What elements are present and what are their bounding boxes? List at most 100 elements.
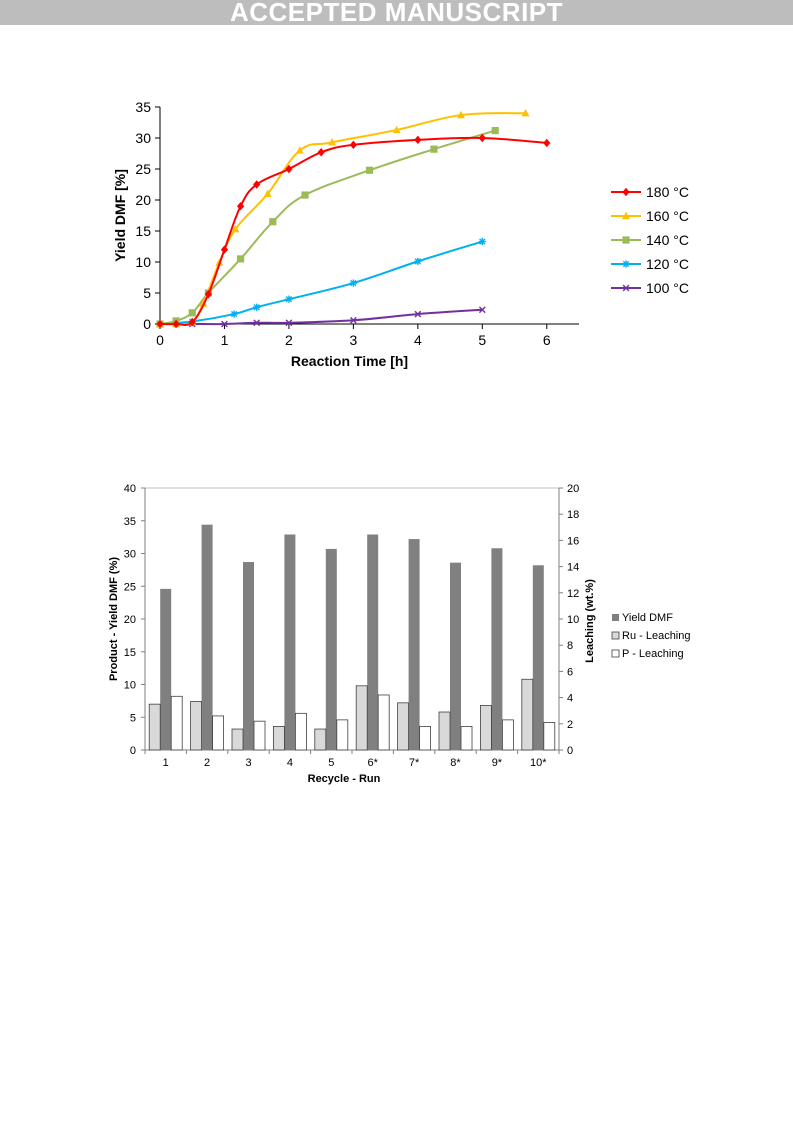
- x-tick-label: 1: [221, 332, 229, 348]
- x-tick-label: 5: [328, 757, 334, 769]
- bar: [397, 702, 410, 751]
- x-tick-label: 6*: [367, 757, 378, 769]
- data-point: [478, 237, 486, 246]
- bar: [294, 712, 307, 751]
- data-point: [285, 295, 293, 303]
- legend-swatch: [612, 614, 619, 621]
- data-point: [285, 319, 293, 327]
- series-0-group: [156, 133, 551, 329]
- data-point: [236, 202, 245, 211]
- bar: [284, 534, 296, 750]
- legend-label: 100 °C: [646, 280, 689, 296]
- bar: [501, 719, 514, 751]
- x-tick-label: 7*: [409, 757, 420, 769]
- y-tick-label: 25: [135, 161, 151, 177]
- series-line: [160, 308, 483, 326]
- legend-item: 120 °C: [611, 256, 689, 272]
- bar-series-2: [170, 694, 556, 751]
- data-point: [491, 126, 499, 135]
- y-axis-title: Product - Yield DMF (%): [108, 557, 120, 681]
- y-tick-label: 30: [135, 130, 151, 146]
- y2-tick-label: 18: [567, 509, 579, 521]
- data-point: [521, 109, 530, 117]
- data-point: [365, 166, 374, 174]
- y-tick-label: 5: [130, 712, 136, 724]
- data-point: [253, 303, 261, 311]
- legend-marker: [622, 211, 630, 220]
- y-tick-label: 0: [130, 745, 136, 757]
- bar: [243, 562, 254, 750]
- bar: [438, 711, 451, 751]
- bar: [479, 705, 492, 751]
- data-point: [414, 310, 422, 318]
- legend-label: 140 °C: [646, 232, 689, 248]
- y-tick-label: 10: [124, 680, 136, 692]
- y-tick-label: 15: [135, 223, 151, 239]
- header-banner: ACCEPTED MANUSCRIPT: [0, 0, 793, 27]
- data-point: [269, 218, 277, 226]
- bar: [336, 719, 349, 751]
- legend-swatch: [611, 631, 620, 640]
- data-point: [478, 306, 486, 314]
- banner-title: ACCEPTED MANUSCRIPT: [229, 0, 564, 27]
- data-point: [328, 138, 337, 146]
- bar: [253, 720, 266, 751]
- data-point: [295, 146, 304, 154]
- x-tick-label: 4: [287, 757, 293, 769]
- legend-label: Yield DMF: [622, 612, 673, 624]
- bar: [355, 685, 368, 751]
- y-axis-title: Yield DMF [%]: [112, 169, 128, 262]
- y2-tick-label: 4: [567, 693, 573, 705]
- x-tick-label: 10*: [530, 757, 547, 769]
- legend-item: P - Leaching: [611, 648, 684, 660]
- bar-series-1: [148, 678, 534, 751]
- x-tick-label: 1: [163, 757, 169, 769]
- y-tick-label: 25: [124, 581, 136, 593]
- data-point: [457, 110, 466, 119]
- x-tick-label: 9*: [492, 757, 503, 769]
- y-tick-label: 15: [124, 647, 136, 659]
- bar: [543, 722, 556, 751]
- bar: [325, 548, 337, 750]
- bar: [212, 715, 225, 751]
- legend-label: 180 °C: [646, 184, 689, 200]
- data-point: [478, 133, 486, 143]
- data-point: [204, 290, 212, 299]
- legend-item: 140 °C: [611, 232, 689, 248]
- x-tick-label: 2: [285, 332, 293, 348]
- bar: [521, 678, 534, 751]
- bar: [377, 694, 390, 751]
- legend-label: 120 °C: [646, 256, 689, 272]
- data-point: [253, 319, 261, 327]
- legend-item: 180 °C: [611, 184, 689, 200]
- y2-tick-label: 12: [567, 588, 579, 600]
- bar: [160, 588, 172, 750]
- x-tick-label: 3: [349, 332, 357, 348]
- y-tick-label: 35: [135, 99, 151, 115]
- data-point: [349, 279, 357, 287]
- x-axis-title: Recycle - Run: [308, 773, 381, 785]
- bar: [272, 726, 285, 751]
- y-tick-label: 20: [135, 192, 151, 208]
- data-point: [301, 191, 309, 199]
- data-point: [253, 180, 261, 189]
- legend-label: 160 °C: [646, 208, 689, 224]
- data-point: [543, 138, 551, 148]
- data-point: [285, 164, 293, 174]
- bar: [491, 548, 503, 750]
- y2-axis-title: Leaching (wt.%): [584, 579, 596, 663]
- legend-marker: [622, 236, 630, 244]
- x-tick-label: 8*: [450, 757, 461, 769]
- bar: [314, 728, 327, 751]
- legend-marker: [622, 284, 630, 292]
- legend-marker: [622, 187, 630, 197]
- legend-item: 160 °C: [611, 208, 689, 224]
- series-line: [159, 129, 496, 325]
- bar: [190, 701, 203, 751]
- bar: [532, 565, 544, 750]
- data-point: [231, 224, 240, 233]
- y-tick-label: 10: [135, 254, 151, 270]
- bar: [231, 728, 244, 751]
- yield-vs-time-chart: 0 5 10 15 20 25 30 35 0 1 2 3 4 5 6 Reaction Time [h] Yi…: [112, 99, 689, 369]
